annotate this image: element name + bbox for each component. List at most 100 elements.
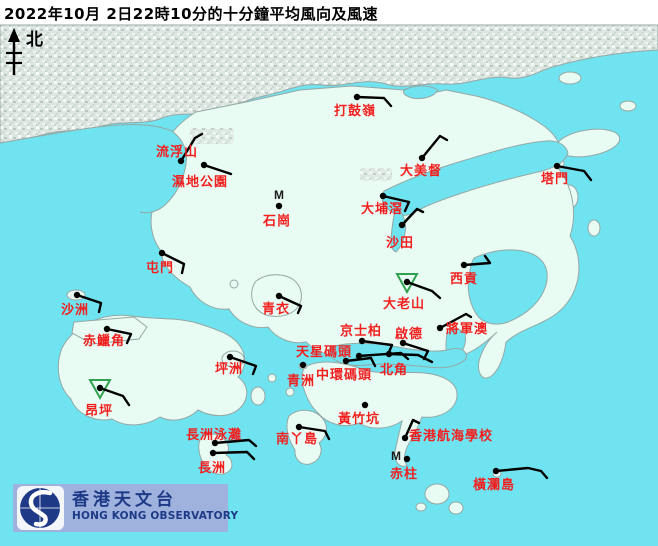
- station-wetlandpark[interactable]: 濕地公園: [172, 161, 233, 190]
- station-dot: [73, 291, 81, 299]
- station-label[interactable]: 昂坪: [85, 403, 113, 419]
- station-lammaisland[interactable]: 南丫島: [276, 423, 331, 447]
- station-label[interactable]: 青衣: [262, 301, 290, 317]
- station-label[interactable]: 坪洲: [215, 362, 243, 377]
- po-toi-island: [424, 483, 450, 505]
- station-seaschool[interactable]: 香港航海學校: [401, 418, 493, 444]
- wind-barb-icon: [344, 356, 377, 368]
- station-label[interactable]: 打鼓嶺: [334, 103, 376, 119]
- station-takwuling[interactable]: 打鼓嶺: [334, 93, 393, 119]
- station-label[interactable]: 北角: [380, 362, 408, 378]
- station-dot: [361, 401, 369, 409]
- wind-barb-icon: [381, 194, 411, 213]
- station-taipokau[interactable]: 大埔滘: [361, 192, 411, 217]
- station-dot: [96, 384, 104, 392]
- north-label: 北: [26, 30, 43, 50]
- station-greenisland[interactable]: 青洲: [287, 361, 315, 389]
- station-label[interactable]: 中環碼頭: [316, 367, 372, 383]
- station-dot: [158, 249, 166, 257]
- station-shatin[interactable]: 沙田: [386, 207, 425, 251]
- station-label[interactable]: 南丫島: [276, 431, 318, 447]
- station-label[interactable]: 大老山: [383, 296, 425, 312]
- wind-barb-icon: [357, 351, 410, 361]
- station-label[interactable]: 沙洲: [61, 303, 89, 318]
- station-label[interactable]: 赤鱲角: [83, 333, 125, 349]
- station-tsingyi[interactable]: 青衣: [262, 292, 303, 317]
- station-label[interactable]: 長洲: [198, 461, 226, 476]
- station-label[interactable]: 橫瀾島: [473, 477, 515, 493]
- station-tapmun[interactable]: 塔門: [541, 162, 593, 187]
- station-centralpier[interactable]: 中環碼頭: [316, 356, 377, 383]
- station-label[interactable]: 啟德: [395, 326, 423, 342]
- station-label[interactable]: 濕地公園: [172, 174, 228, 190]
- station-saikung[interactable]: 西貢: [450, 254, 492, 287]
- logo-english-name: HONG KONG OBSERVATORY: [72, 510, 239, 522]
- station-label[interactable]: 大美督: [400, 163, 442, 179]
- wind-barb-icon: [228, 355, 258, 376]
- station-cheungchaubeach[interactable]: 長洲泳灘: [186, 427, 258, 448]
- page-title: 2022年10月 2日22時10分的十分鐘平均風向及風速: [4, 5, 379, 23]
- wind-barb-icon: [462, 254, 492, 267]
- small-islet: [285, 387, 295, 397]
- station-shekkong[interactable]: M 石崗: [262, 188, 291, 229]
- station-label[interactable]: 天星碼頭: [296, 345, 352, 360]
- station-label[interactable]: 西貢: [450, 272, 478, 287]
- station-label[interactable]: 屯門: [146, 260, 174, 276]
- wind-barb-icon: [494, 466, 549, 480]
- station-ngongping[interactable]: 昂坪: [85, 379, 131, 419]
- station-label[interactable]: 塔門: [541, 171, 569, 187]
- yuen-long-urban: [190, 128, 234, 144]
- kau-yi-chau-islet: [267, 373, 277, 383]
- ma-wan-islet: [229, 279, 239, 289]
- station-dot: [399, 339, 407, 347]
- station-label[interactable]: 京士柏: [340, 323, 382, 339]
- wind-barb-icon: [401, 341, 430, 361]
- deep-bay-south-coast: [139, 130, 187, 214]
- station-label[interactable]: 青洲: [287, 373, 315, 389]
- station-dot: [460, 261, 468, 269]
- station-label[interactable]: 香港航海學校: [408, 428, 493, 444]
- logo-chinese-name: 香港天文台: [72, 489, 177, 510]
- starling-inlet: [403, 85, 439, 100]
- wind-barb-icon: [360, 339, 394, 354]
- station-dot: [358, 337, 366, 345]
- station-kaitak[interactable]: 啟德: [395, 326, 430, 361]
- wind-barb-icon: [405, 280, 442, 300]
- station-shachau[interactable]: 沙洲: [61, 291, 103, 318]
- station-label[interactable]: 長洲泳灘: [186, 427, 242, 443]
- station-dot: [355, 352, 363, 360]
- station-label[interactable]: 赤柱: [390, 466, 418, 482]
- station-waglanisland[interactable]: 橫瀾島: [473, 466, 549, 493]
- station-label[interactable]: 沙田: [386, 236, 414, 251]
- station-stanley[interactable]: M 赤柱: [390, 449, 418, 482]
- station-dot: [226, 353, 234, 361]
- station-label[interactable]: 流浮山: [156, 144, 198, 160]
- station-cheklapkok[interactable]: 赤鱲角: [83, 325, 133, 349]
- station-northpoint[interactable]: 北角: [380, 350, 434, 378]
- station-kingspark[interactable]: 京士柏: [340, 323, 394, 354]
- station-tuenmun[interactable]: 屯門: [146, 249, 186, 276]
- station-dot: [385, 350, 393, 358]
- station-label[interactable]: 將軍澳: [446, 321, 488, 337]
- station-tatescairn[interactable]: 大老山: [383, 273, 442, 312]
- station-dot: [401, 434, 409, 442]
- station-laufaushan[interactable]: 流浮山: [156, 132, 204, 165]
- wind-barb-icon: [400, 207, 425, 227]
- station-cheungchau[interactable]: 長洲: [198, 449, 256, 476]
- station-label[interactable]: 大埔滘: [361, 201, 403, 217]
- station-dot: [177, 157, 185, 165]
- station-tseungkwano[interactable]: 將軍澳: [436, 312, 488, 337]
- wind-barb-icon: [387, 352, 434, 364]
- station-pengchau[interactable]: 坪洲: [215, 353, 258, 377]
- station-dot: [553, 162, 561, 170]
- hko-logo[interactable]: 香港天文台 HONG KONG OBSERVATORY: [13, 484, 239, 532]
- station-label[interactable]: 石崗: [262, 214, 291, 229]
- station-label[interactable]: 黃竹坑: [337, 411, 380, 427]
- port-shelter: [467, 249, 548, 325]
- deep-bay-north-coast: [0, 124, 173, 144]
- station-taimeituk[interactable]: 大美督: [400, 134, 449, 179]
- station-starferry[interactable]: 天星碼頭: [296, 345, 410, 361]
- wind-barb-icon: [105, 327, 133, 345]
- station-wongchukhang[interactable]: 黃竹坑: [337, 401, 380, 427]
